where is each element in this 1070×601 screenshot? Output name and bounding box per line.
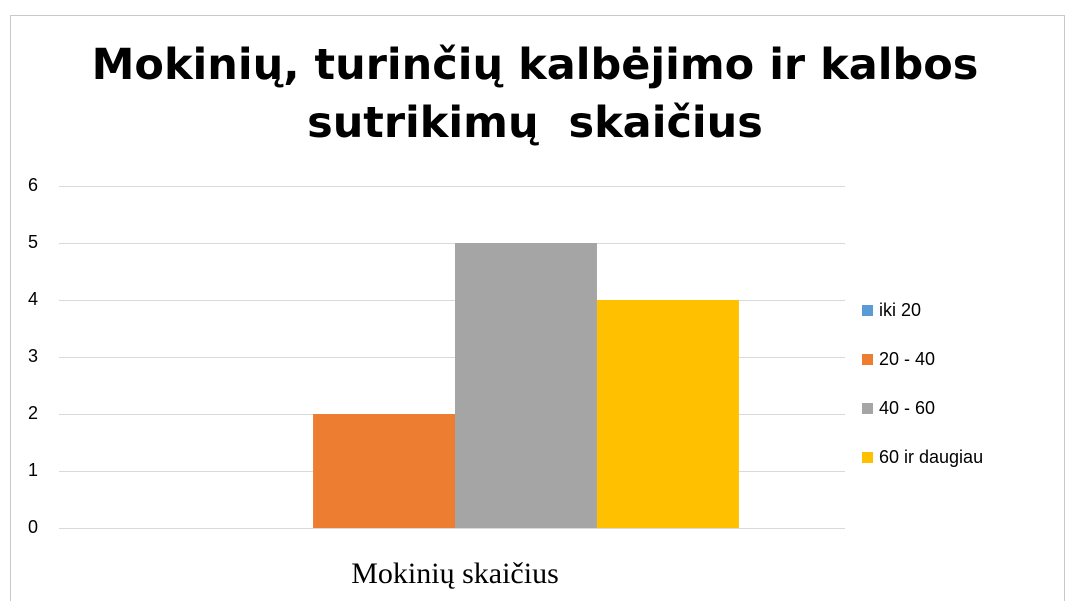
title-line: Mokinių, turinčių kalbėjimo ir kalbos (91, 40, 979, 90)
y-tick-label: 2 (28, 403, 38, 423)
legend-swatch (862, 354, 873, 365)
legend-label: 20 - 40 (879, 349, 935, 369)
legend-swatch (862, 305, 873, 316)
chart-title: Mokinių, turinčių kalbėjimo ir kalbos sut… (0, 36, 1070, 152)
legend-swatch (862, 452, 873, 463)
legend-label: iki 20 (879, 300, 921, 320)
bar (596, 300, 739, 528)
legend-swatch (862, 403, 873, 414)
bar (313, 414, 455, 528)
y-tick-label: 4 (28, 289, 38, 309)
y-tick-label: 0 (28, 517, 38, 537)
title-line: sutrikimų skaičius (307, 98, 763, 148)
y-tick-label: 1 (28, 460, 38, 480)
x-tick-label: Mokinių skaičius (351, 557, 559, 590)
y-tick-label: 3 (28, 346, 38, 366)
legend-label: 60 ir daugiau (879, 447, 983, 467)
legend-label: 40 - 60 (879, 398, 935, 418)
y-tick-label: 5 (28, 232, 38, 252)
chart-border (10, 15, 1065, 601)
y-tick-label: 6 (28, 175, 38, 195)
bar (455, 243, 597, 528)
